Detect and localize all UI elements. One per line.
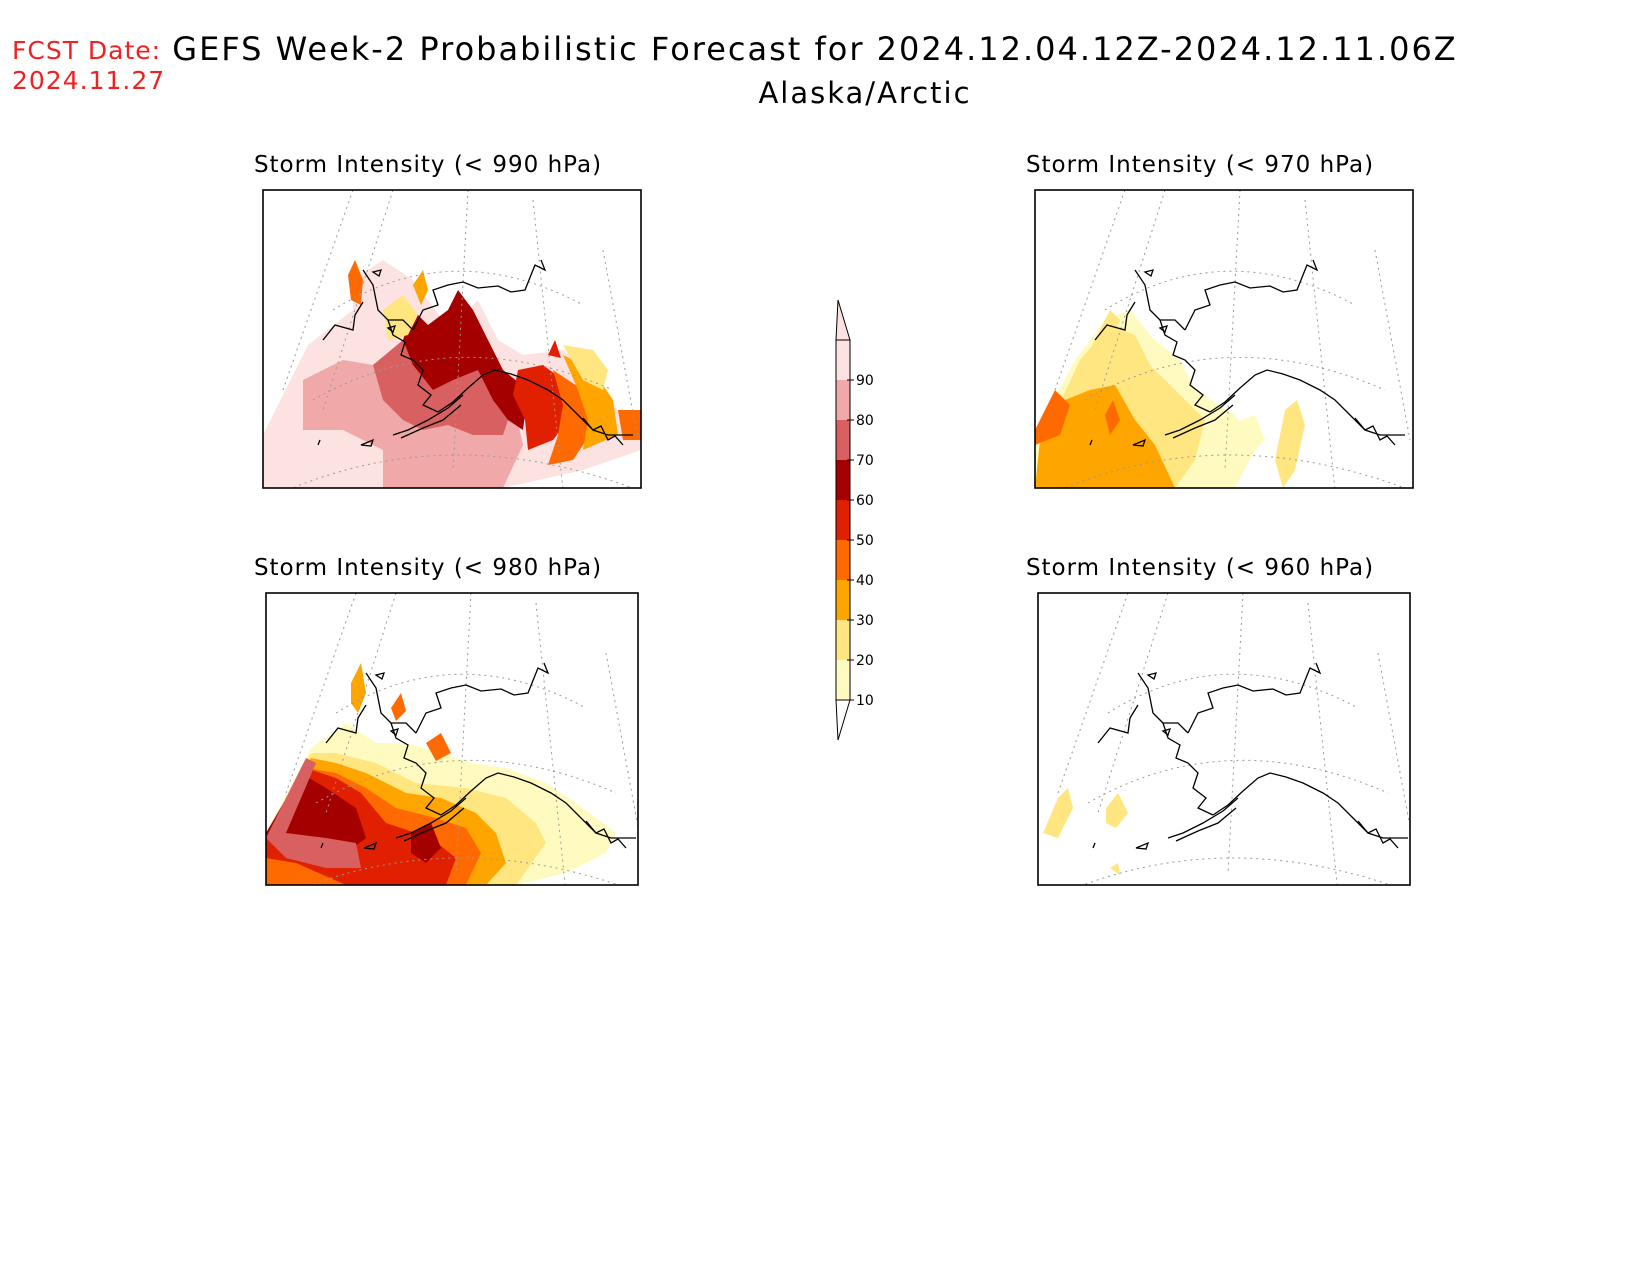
panel-title-960: Storm Intensity (< 960 hPa) [1025,555,1375,581]
legend-tick-label: 50 [856,533,874,549]
probability-shading [1043,788,1128,875]
legend-tick-label: 40 [856,573,874,589]
color-legend: 10 20 30 40 50 60 70 80 90 [835,299,874,741]
legend-swatch [836,620,850,660]
map-panel-980 [265,592,639,886]
legend-swatch [836,500,850,540]
forecast-date: FCST Date: 2024.11.27 [12,36,165,96]
page-subtitle: Alaska/Arctic [758,76,972,110]
legend-swatch [836,660,850,700]
map-panel-970 [1034,189,1414,489]
legend-tick-label: 70 [856,453,874,469]
legend-swatch [836,460,850,500]
forecast-date-label: FCST Date: [12,36,162,65]
legend-tick-label: 80 [856,413,874,429]
forecast-date-value: 2024.11.27 [12,66,166,95]
legend-outline [835,339,851,701]
legend-tick-label: 10 [856,693,874,709]
legend-tick-label: 60 [856,493,874,509]
panel-title-990: Storm Intensity (< 990 hPa) [253,152,603,178]
page-title: GEFS Week-2 Probabilistic Forecast for 2… [172,30,1458,68]
legend-swatch [836,540,850,580]
legend-swatch [836,420,850,460]
legend-tick-label: 30 [856,613,874,629]
legend-tick-label: 90 [856,373,874,389]
panel-title-970: Storm Intensity (< 970 hPa) [1025,152,1375,178]
legend-swatch [836,380,850,420]
map-panel-960 [1037,592,1411,886]
probability-shading [266,663,616,885]
legend-arrow-low [835,699,851,741]
legend-swatch [836,340,850,380]
probability-shading [1035,310,1305,488]
legend-swatch [836,580,850,620]
legend-arrow-high [835,299,851,341]
map-panel-990 [262,189,642,489]
panel-title-980: Storm Intensity (< 980 hPa) [253,555,603,581]
legend-tick-label: 20 [856,653,874,669]
